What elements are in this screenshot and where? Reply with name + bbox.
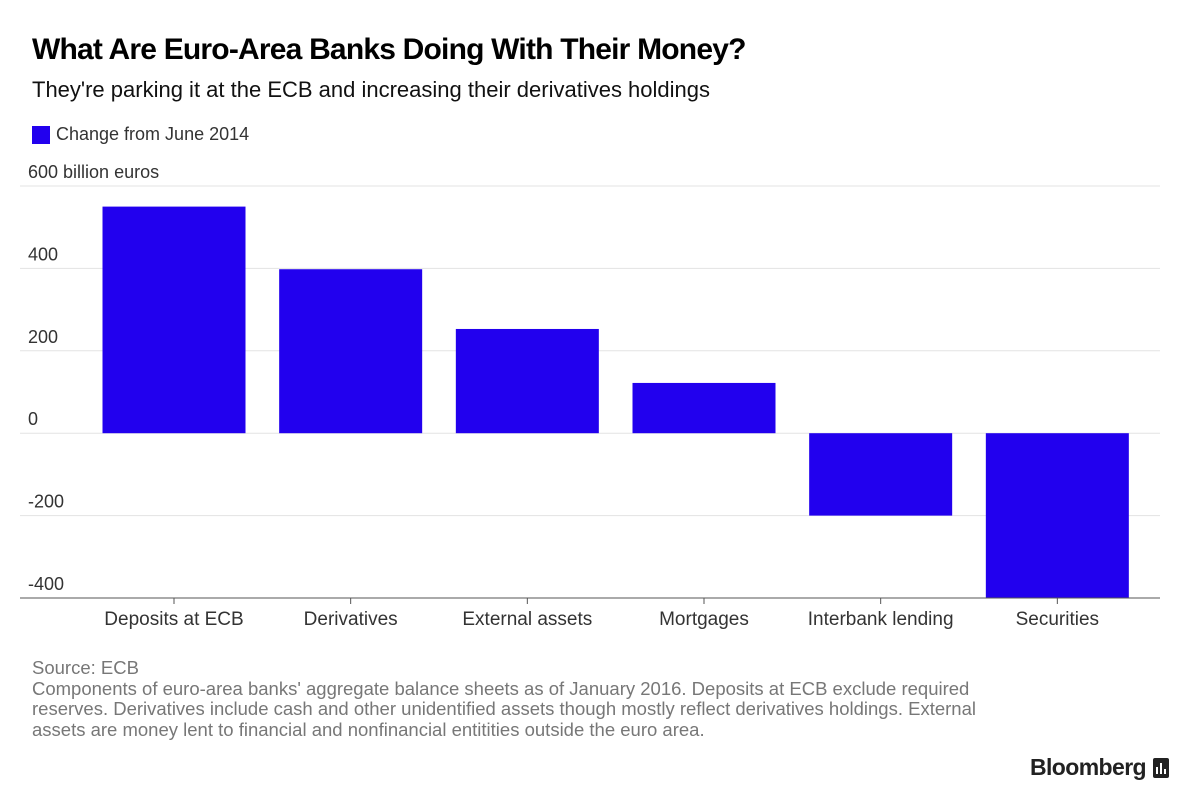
brand-logo: Bloomberg (1030, 754, 1169, 781)
chart-title: What Are Euro-Area Banks Doing With Thei… (32, 33, 746, 66)
y-tick-label: 0 (28, 409, 38, 429)
y-tick-label-bg (22, 324, 72, 349)
legend-swatch (32, 125, 50, 144)
legend-label: Change from June 2014 (56, 124, 250, 144)
x-tick-label: Interbank lending (808, 609, 954, 630)
bar (102, 206, 246, 434)
tick-labels: 600 billion euros 400 200 0 -200 -400 Deposits… (22, 160, 1099, 630)
y-tick-label-bg (22, 242, 72, 267)
y-tick-label: -200 (28, 492, 64, 512)
bars (102, 206, 1129, 598)
y-tick-label-bg (22, 160, 190, 184)
brand-name: Bloomberg (1030, 754, 1147, 780)
x-tick-label: Deposits at ECB (104, 609, 243, 630)
x-tick-label: External assets (462, 609, 592, 630)
y-tick-label: 600 billion euros (28, 162, 159, 182)
chart-subtitle: They're parking it at the ECB and increa… (32, 77, 711, 102)
bar-chart: 600 billion euros 400 200 0 -200 -400 Deposits… (20, 160, 1160, 630)
y-tick-label: -400 (28, 574, 64, 594)
axes (20, 597, 1160, 604)
bar (279, 269, 423, 434)
x-tick-label: Securities (1016, 609, 1099, 630)
y-tick-label: 400 (28, 244, 58, 264)
bloomberg-terminal-icon (1153, 757, 1169, 778)
x-tick-label: Derivatives (304, 609, 398, 630)
y-tick-label-bg (22, 407, 72, 432)
y-tick-label: 200 (28, 327, 58, 347)
footer: Source: ECB Components of euro-area bank… (32, 657, 992, 740)
bar (985, 433, 1129, 598)
bar (455, 328, 599, 434)
legend: Change from June 2014 (32, 124, 249, 145)
x-tick-label: Mortgages (659, 609, 749, 630)
y-tick-label-bg (22, 489, 72, 514)
footnote-text: Components of euro-area banks' aggregate… (32, 677, 976, 740)
y-tick-label-bg (22, 572, 72, 596)
source-text: Source: ECB (32, 657, 139, 678)
bar (632, 382, 776, 434)
bar (809, 433, 953, 516)
